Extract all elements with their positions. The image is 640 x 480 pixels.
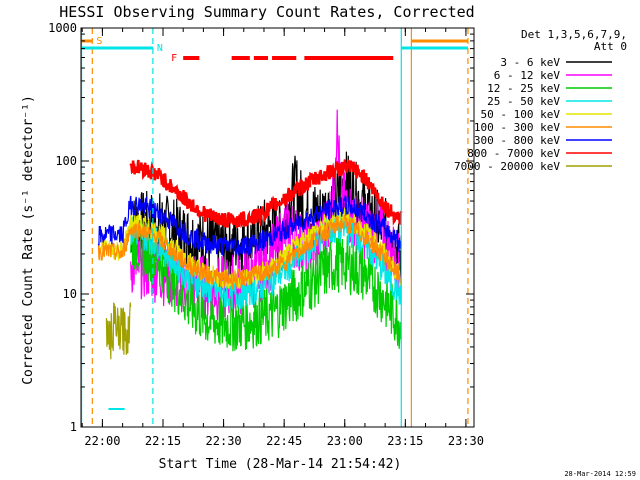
series-line (97, 214, 402, 291)
y-tick-label: 10 (63, 287, 77, 301)
x-tick-label: 22:15 (145, 434, 181, 448)
series-line (129, 159, 403, 230)
y-axis-ticks: 1 10 100 1000 (48, 21, 474, 434)
chart-title: HESSI Observing Summary Count Rates, Cor… (59, 3, 474, 21)
plot-area: S NF (80, 28, 469, 427)
legend-label: 12 - 25 keV (487, 82, 560, 95)
legend-label: 100 - 300 keV (474, 121, 560, 134)
flare-flag-letter: F (171, 53, 177, 64)
legend-label: 6 - 12 keV (494, 69, 561, 82)
y-tick-label: 1000 (48, 21, 77, 35)
x-axis-ticks: 22:00 22:15 22:30 22:45 23:00 23:15 23:30 (81, 28, 484, 448)
series-line (97, 207, 402, 289)
legend-label: 300 - 800 keV (474, 134, 560, 147)
datestamp: 28-Mar-2014 12:59 (564, 470, 636, 478)
y-tick-label: 100 (55, 154, 77, 168)
y-tick-label: 1 (70, 420, 77, 434)
legend-header: Att 0 (594, 40, 627, 53)
legend-label: 50 - 100 keV (481, 108, 561, 121)
x-axis-label: Start Time (28-Mar-14 21:54:42) (159, 457, 402, 472)
saa-flag-letter: S (96, 36, 102, 47)
plot-frame (80, 27, 475, 428)
x-tick-label: 23:15 (387, 434, 423, 448)
legend-label: 800 - 7000 keV (467, 147, 560, 160)
series-line (97, 195, 402, 256)
x-tick-label: 22:00 (84, 434, 120, 448)
series-line (130, 216, 402, 352)
legend-label: 3 - 6 keV (500, 56, 560, 69)
series-line (105, 302, 132, 360)
x-tick-label: 23:30 (448, 434, 484, 448)
x-tick-label: 22:45 (266, 434, 302, 448)
x-tick-label: 22:30 (206, 434, 242, 448)
night-flag-letter: N (157, 43, 163, 54)
legend-label: 25 - 50 keV (487, 95, 560, 108)
y-axis-label: Corrected Count Rate (s⁻¹ detector⁻¹) (21, 95, 36, 385)
legend-header: Det 1,3,5,6,7,9, (521, 28, 627, 41)
legend-label: 7000 - 20000 keV (454, 160, 560, 173)
x-tick-label: 23:00 (327, 434, 363, 448)
